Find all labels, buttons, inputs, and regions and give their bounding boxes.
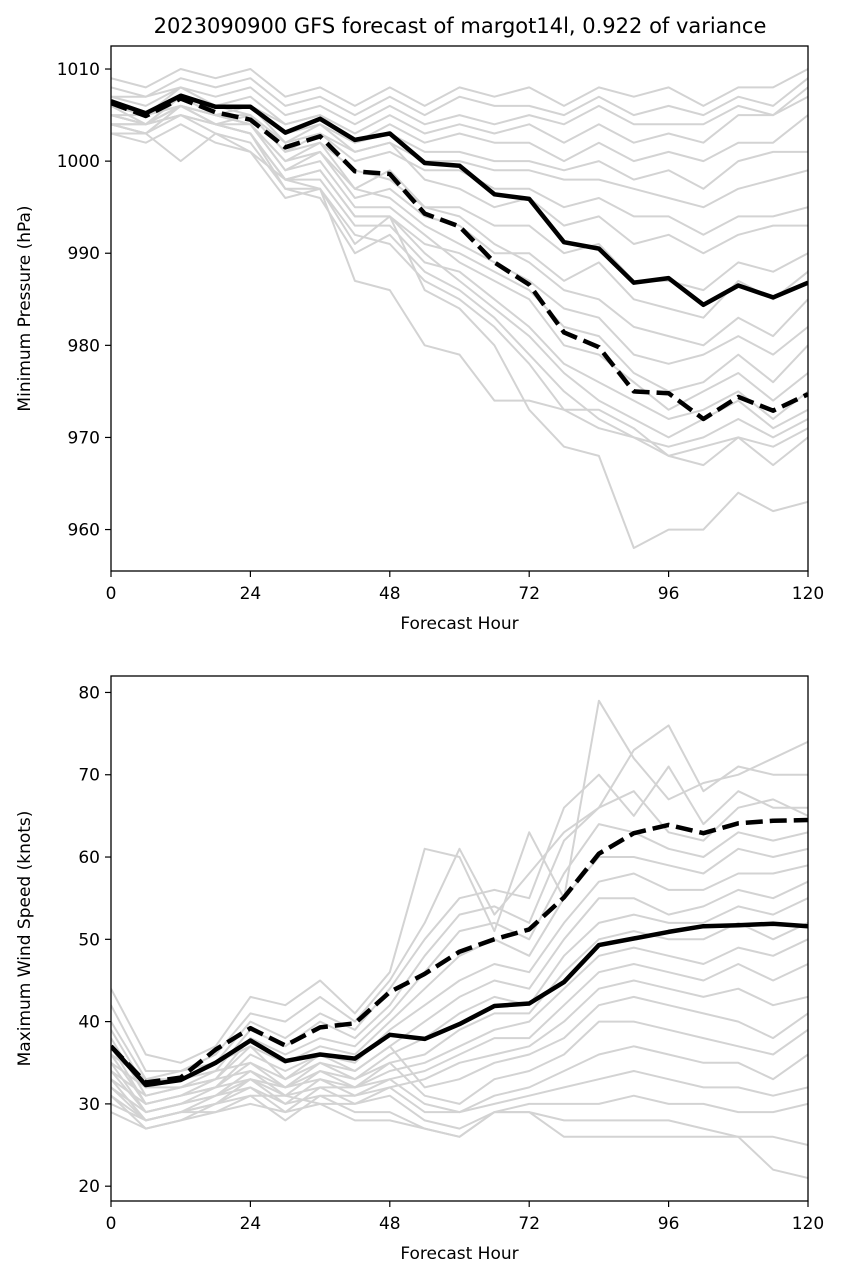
pressure-ensemble-member-line-19 — [111, 104, 808, 467]
pressure-ensemble-member-line-18 — [111, 114, 808, 448]
wind-x-tick-label: 72 — [518, 1214, 540, 1234]
wind-y-tick-label: 80 — [78, 683, 100, 703]
pressure-y-tick-label: 1000 — [57, 152, 100, 172]
pressure-x-tick-label: 24 — [240, 584, 262, 604]
pressure-y-tick-label: 980 — [68, 336, 100, 356]
wind-ticks: 0 24 48 72 96 120 20 30 40 50 60 70 80 — [78, 683, 824, 1234]
wind-ensemble-member-line-3 — [111, 765, 808, 1081]
wind-x-tick-label: 96 — [658, 1214, 680, 1234]
figure-title: 2023090900 GFS forecast of margot14l, 0.… — [154, 14, 767, 38]
wind-ensemble-member-line-10 — [111, 921, 808, 1122]
wind-y-tick-label: 50 — [78, 930, 100, 950]
wind-ensemble-member-line-8 — [111, 880, 808, 1114]
pressure-panel: 0 24 48 72 96 120 960 970 980 990 1000 1010 Forecas… — [15, 45, 824, 634]
wind-axes-frame — [110, 675, 809, 1202]
pressure-ensemble-member-line-15 — [111, 104, 808, 411]
wind-ensemble-member-line-20 — [111, 1102, 808, 1179]
pressure-ensemble-member-line-11 — [111, 104, 808, 319]
wind-x-axis-label: Forecast Hour — [400, 1244, 518, 1264]
pressure-ensemble-member-line-21 — [111, 123, 808, 549]
wind-ensemble-member-line-18 — [111, 1086, 808, 1130]
wind-y-axis-label: Maximum Wind Speed (knots) — [15, 811, 35, 1067]
wind-mean-lines — [111, 817, 808, 1088]
pressure-y-axis-label: Minimum Pressure (hPa) — [15, 205, 35, 411]
wind-x-tick-label: 120 — [792, 1214, 824, 1234]
pressure-x-tick-label: 0 — [106, 584, 117, 604]
pressure-ensemble-member-line-6 — [111, 104, 808, 190]
wind-y-tick-label: 60 — [78, 848, 100, 868]
wind-y-tick-label: 70 — [78, 766, 100, 786]
wind-ensemble-member-line-12 — [111, 963, 808, 1130]
wind-solid-mean-line — [111, 921, 808, 1088]
wind-ensemble-member-line-13 — [111, 979, 808, 1122]
pressure-dashed-mean-line — [111, 96, 808, 422]
pressure-ensemble-member-line-20 — [111, 123, 808, 467]
wind-ensemble-member-line-17 — [111, 1070, 808, 1114]
wind-y-tick-label: 20 — [78, 1177, 100, 1197]
pressure-ensemble-member-line-4 — [111, 86, 808, 144]
pressure-x-tick-label: 96 — [658, 584, 680, 604]
pressure-x-tick-label: 120 — [792, 584, 824, 604]
wind-ensemble-member-line-5 — [111, 823, 808, 1097]
pressure-mean-lines — [111, 93, 808, 422]
pressure-ensemble-member-line-1 — [111, 68, 808, 107]
pressure-axes-frame — [110, 45, 809, 572]
pressure-y-tick-label: 990 — [68, 244, 100, 264]
pressure-x-axis-label: Forecast Hour — [400, 614, 518, 634]
pressure-y-tick-label: 960 — [68, 521, 100, 541]
wind-ensemble-member-line-9 — [111, 897, 808, 1114]
pressure-ensemble-member-line-3 — [111, 86, 808, 126]
pressure-x-tick-label: 72 — [518, 584, 540, 604]
wind-ensemble-member-line-15 — [111, 1020, 808, 1105]
wind-x-tick-label: 24 — [240, 1214, 262, 1234]
wind-ensemble-member-line-1 — [111, 699, 808, 1064]
wind-x-tick-label: 0 — [106, 1214, 117, 1234]
wind-dashed-mean-line — [111, 817, 808, 1085]
pressure-y-tick-label: 1010 — [57, 60, 100, 80]
pressure-x-tick-label: 48 — [379, 584, 401, 604]
pressure-ensemble-member-line-2 — [111, 77, 808, 117]
wind-ensemble-member-line-11 — [111, 938, 808, 1122]
pressure-ensemble-member-line-7 — [111, 104, 808, 209]
wind-x-tick-label: 48 — [379, 1214, 401, 1234]
pressure-solid-mean-line — [111, 93, 808, 308]
pressure-ticks: 0 24 48 72 96 120 960 970 980 990 1000 1010 — [57, 60, 824, 604]
wind-y-tick-label: 30 — [78, 1095, 100, 1115]
pressure-y-tick-label: 970 — [68, 428, 100, 448]
wind-panel: 0 24 48 72 96 120 20 30 40 50 60 70 80 Forecast Hour… — [15, 675, 824, 1264]
wind-y-tick-label: 40 — [78, 1013, 100, 1033]
